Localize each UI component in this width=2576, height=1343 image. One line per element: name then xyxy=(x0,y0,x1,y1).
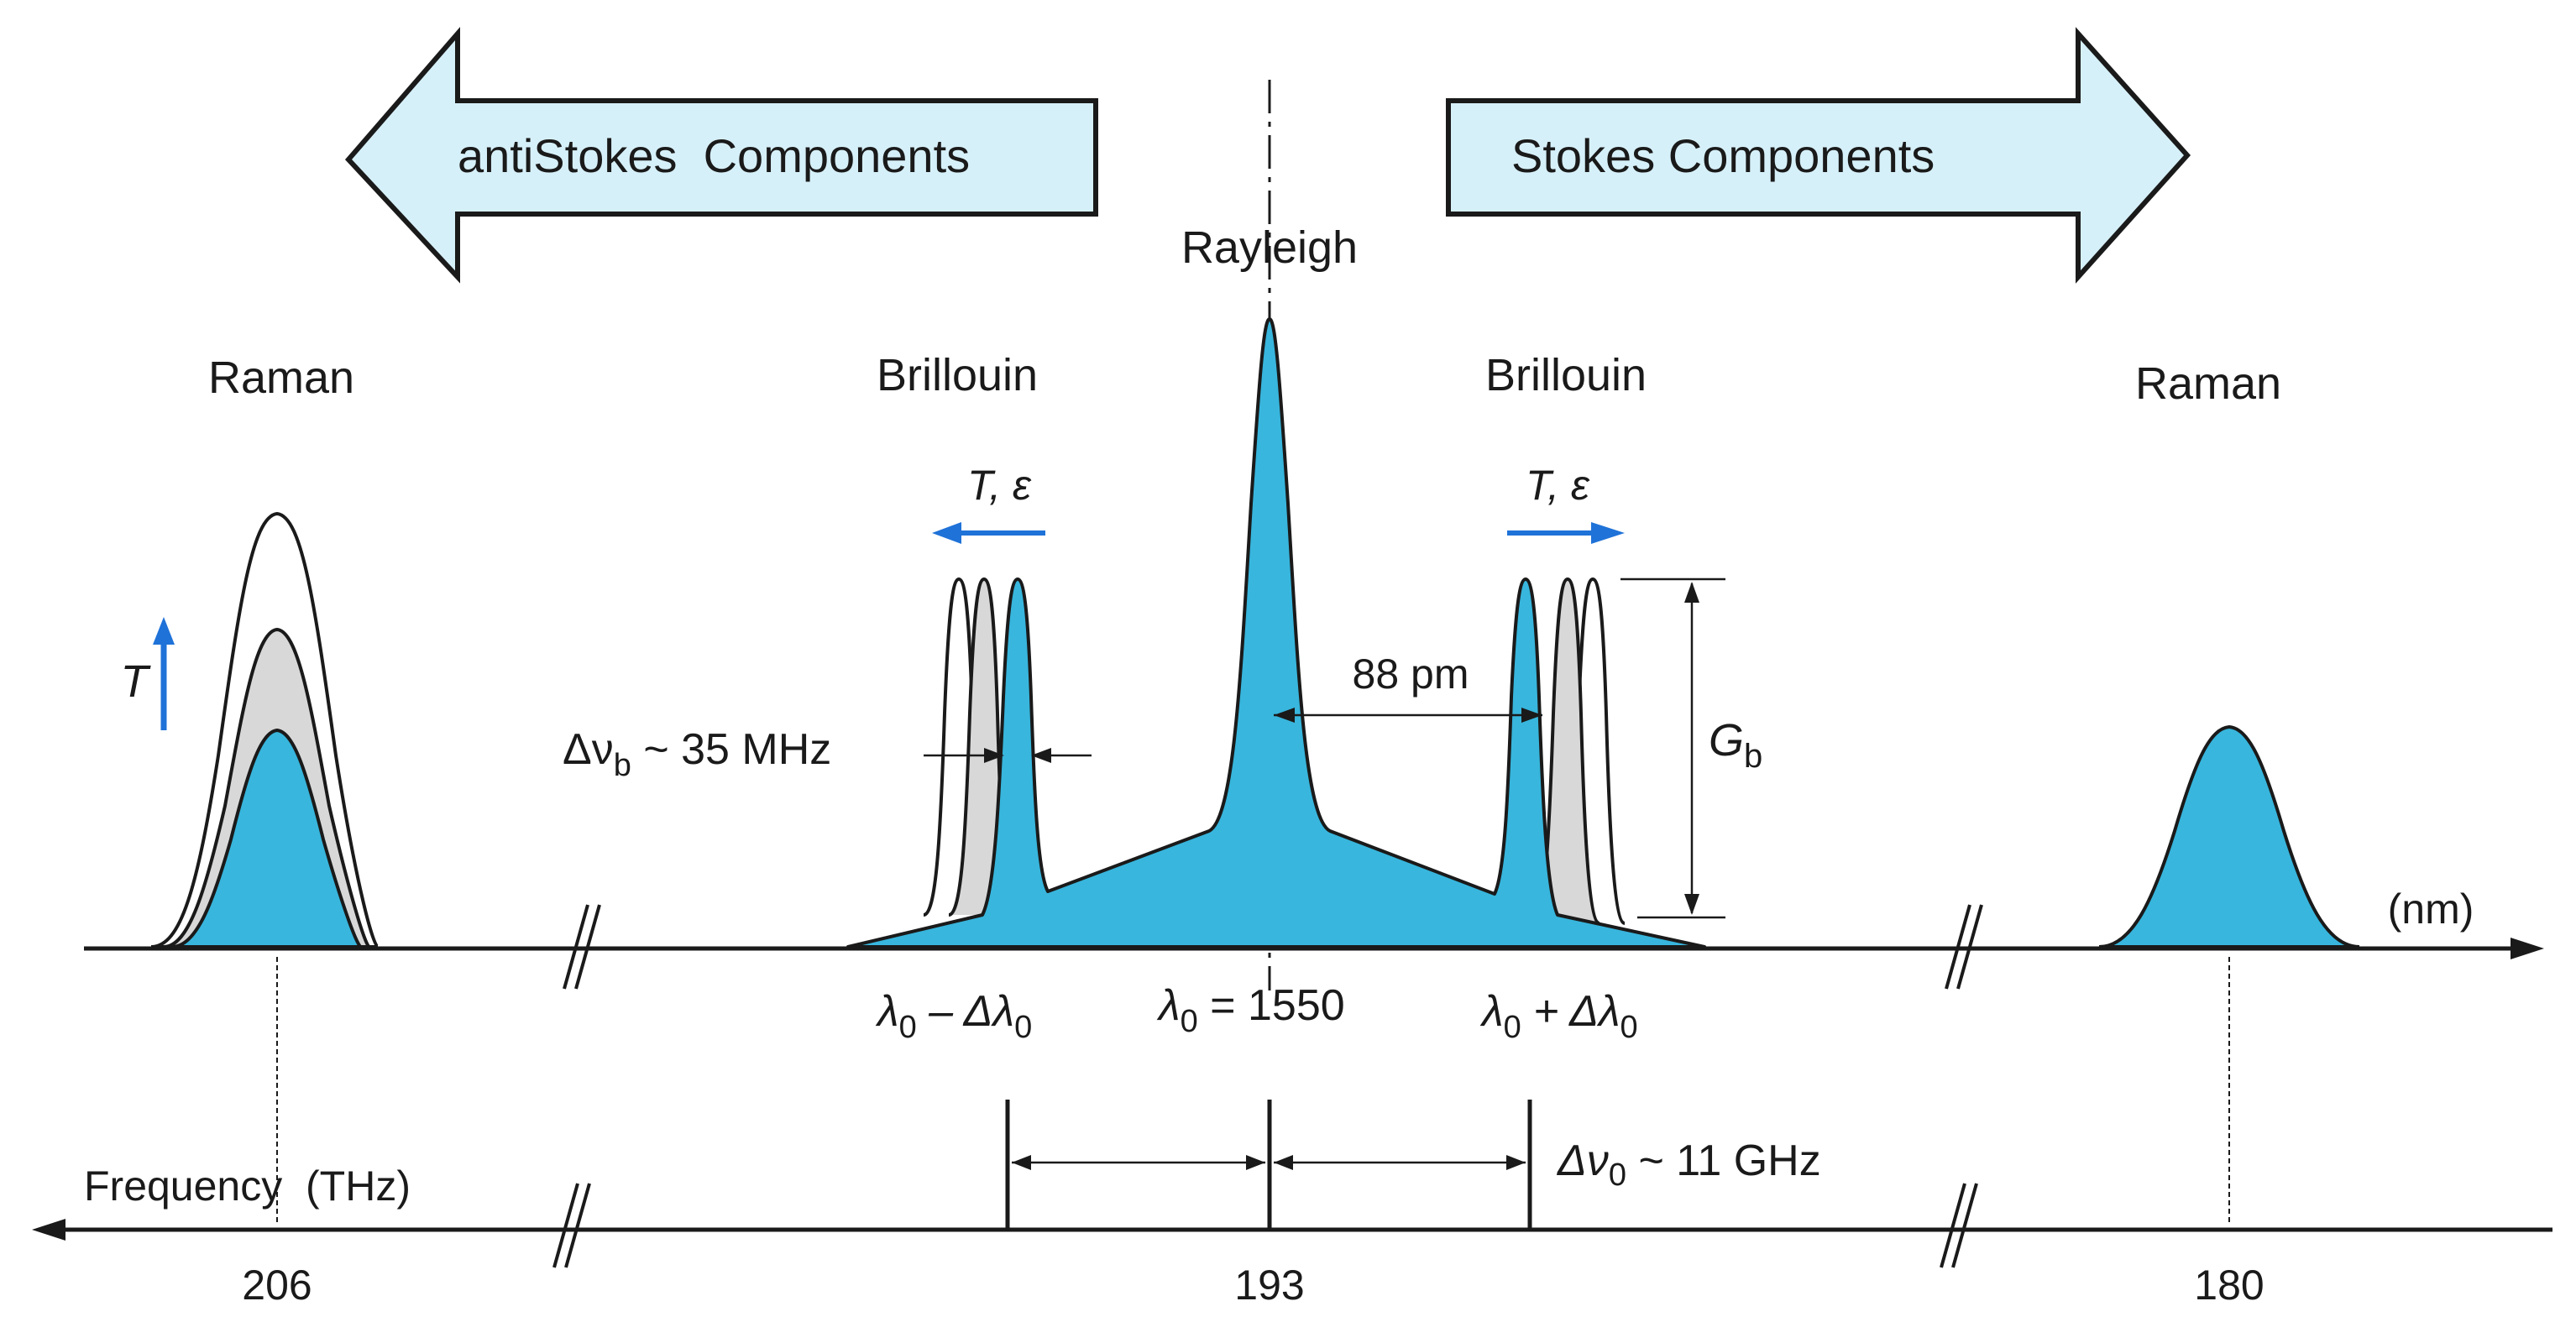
linewidth-value: ~ 35 MHz xyxy=(631,725,831,774)
frequency-break-left-2 xyxy=(564,1183,591,1268)
frequency-break-right-2 xyxy=(1951,1183,1978,1268)
gain-arrowhead-top xyxy=(1684,582,1699,603)
lambda-center-label: λ0 = 1550 xyxy=(1156,981,1345,1039)
brillouin-stokes-outlines: T, ε xyxy=(1507,462,1626,925)
wavelength-break-right-2 xyxy=(1956,904,1983,990)
rayleigh-brillouin-spectrum xyxy=(846,317,1706,948)
linewidth-symbol: Δν xyxy=(563,725,614,774)
delta-nu-0-label: Δν0 ~ 11 GHz xyxy=(1556,1137,1821,1193)
stokes-arrow: Stokes Components xyxy=(1446,27,2191,284)
frequency-tick-206: 206 xyxy=(242,1262,312,1309)
brillouin-right-outline-1 xyxy=(1531,577,1600,925)
lambda-center-subscript: 0 xyxy=(1181,1004,1198,1039)
raman-right-label: Raman xyxy=(2135,358,2281,409)
lambda-minus-label: λ0 – Δλ0 xyxy=(875,987,1032,1045)
linewidth-arrowhead-left xyxy=(984,748,1004,763)
brillouin-right-label: Brillouin xyxy=(1485,350,1647,400)
lambda-minus-rest: – Δλ xyxy=(917,987,1014,1036)
raman-left-inner-peak xyxy=(171,728,363,948)
brillouin-linewidth-dimension: Δνb ~ 35 MHz xyxy=(563,725,1092,783)
delta-nu-0-value: ~ 11 GHz xyxy=(1626,1137,1821,1185)
raman-left-label: Raman xyxy=(208,353,354,403)
linewidth-arrowhead-right xyxy=(1031,748,1051,763)
lambda-plus-subscript: 0 xyxy=(1504,1010,1521,1045)
lambda-plus-label: λ0 + Δλ0 xyxy=(1479,987,1638,1045)
wavelength-break-right-1 xyxy=(1945,904,1971,990)
frequency-break-left-1 xyxy=(552,1183,579,1268)
frequency-tick-193: 193 xyxy=(1234,1262,1304,1309)
wavelength-break-left-1 xyxy=(563,904,589,990)
delta-nu-0-right-arrowhead-b xyxy=(1506,1155,1526,1170)
delta-nu-0-left-arrowhead-a xyxy=(1012,1155,1031,1170)
spacing-88pm-arrowhead-right xyxy=(1521,708,1542,723)
gain-symbol: G xyxy=(1709,715,1744,766)
wavelength-break-left-2 xyxy=(574,904,601,990)
anti-stokes-label: antiStokes Components xyxy=(458,129,970,182)
delta-nu-0-subscript: 0 xyxy=(1609,1157,1626,1193)
delta-nu-0-left-arrowhead-b xyxy=(1246,1155,1265,1170)
temp-strain-right-arrow-head xyxy=(1591,522,1625,544)
lambda-plus-symbol: λ xyxy=(1479,987,1504,1036)
temperature-arrow-head xyxy=(153,617,175,645)
spacing-88pm-label: 88 pm xyxy=(1353,651,1469,698)
anti-stokes-arrow: antiStokes Components xyxy=(344,26,1098,284)
frequency-axis-label: Frequency (THz) xyxy=(84,1163,411,1210)
wavelength-unit-label: (nm) xyxy=(2388,886,2474,933)
linewidth-label: Δνb ~ 35 MHz xyxy=(563,725,831,783)
temp-strain-left-label: T, ε xyxy=(967,462,1032,509)
frequency-axis: Frequency (THz) 206 193 180 xyxy=(32,1163,2552,1309)
gain-label: Gb xyxy=(1709,715,1762,775)
brillouin-gain-dimension: Gb xyxy=(1620,577,1762,919)
frequency-tick-180: 180 xyxy=(2194,1262,2264,1309)
lambda-plus-subscript-2: 0 xyxy=(1620,1010,1638,1045)
delta-nu-0-right-arrowhead-a xyxy=(1274,1155,1293,1170)
stokes-arrow-shape xyxy=(1446,27,2191,284)
lambda-center-rest: = 1550 xyxy=(1198,981,1345,1030)
frequency-axis-arrowhead xyxy=(32,1219,65,1241)
delta-nu-0-dimension: Δν0 ~ 11 GHz xyxy=(1012,1137,1821,1193)
brillouin-left-label: Brillouin xyxy=(877,350,1038,400)
lambda-minus-subscript-2: 0 xyxy=(1014,1010,1032,1045)
spacing-88pm-dimension: 88 pm xyxy=(1274,651,1542,723)
temp-strain-left-arrow-head xyxy=(932,522,961,544)
lambda-center-symbol: λ xyxy=(1156,981,1181,1030)
wavelength-axis-arrowhead xyxy=(2511,938,2544,959)
delta-nu-0-symbol: Δν xyxy=(1556,1137,1609,1185)
gain-arrowhead-bottom xyxy=(1684,894,1699,915)
stokes-label: Stokes Components xyxy=(1511,129,1935,182)
frequency-break-right-1 xyxy=(1940,1183,1966,1268)
linewidth-subscript: b xyxy=(614,748,631,783)
raman-stokes-peak xyxy=(2098,724,2360,948)
lambda-minus-subscript: 0 xyxy=(899,1010,917,1045)
anti-stokes-arrow-shape xyxy=(344,26,1098,284)
lambda-minus-symbol: λ xyxy=(875,987,899,1036)
raman-anti-stokes-peaks: T xyxy=(121,511,380,948)
gain-subscript: b xyxy=(1744,738,1762,775)
spacing-88pm-arrowhead-left xyxy=(1274,708,1295,723)
wavelength-axis: (nm) xyxy=(84,886,2544,990)
temperature-label: T xyxy=(121,656,152,707)
temp-strain-right-label: T, ε xyxy=(1526,462,1590,509)
lambda-plus-rest: + Δλ xyxy=(1521,987,1620,1036)
